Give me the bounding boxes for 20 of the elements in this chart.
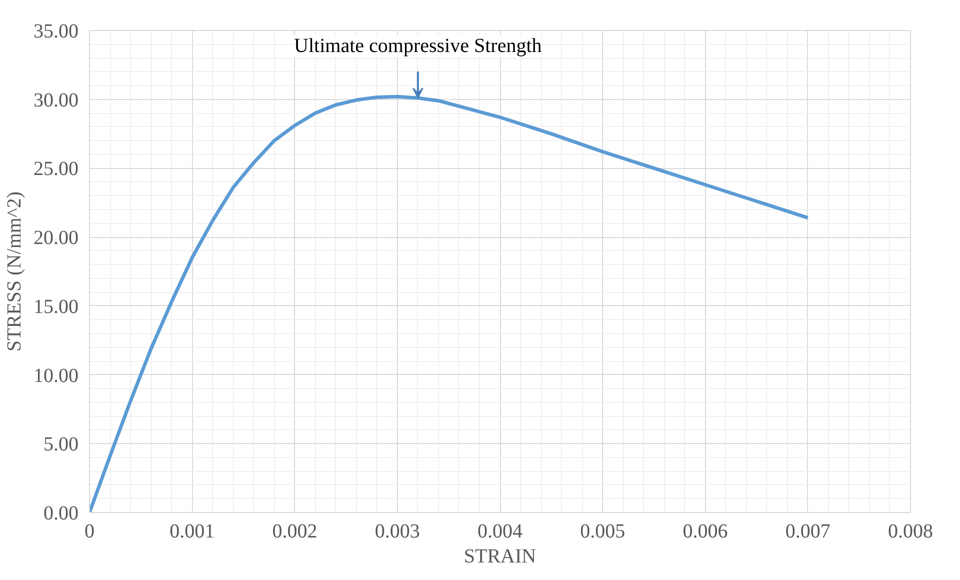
- x-tick-label: 0.008: [888, 520, 933, 542]
- y-tick-label: 20.00: [34, 227, 78, 250]
- x-axis-title: STRAIN: [464, 546, 536, 568]
- y-tick-label: 30.00: [34, 89, 78, 112]
- y-tick-label: 5.00: [44, 434, 78, 456]
- y-tick-label: 15.00: [34, 296, 78, 318]
- y-tick-label: 35.00: [34, 20, 78, 42]
- y-axis-title: STRESS (N/mm^2): [4, 192, 26, 352]
- y-tick-label: 0.00: [44, 502, 78, 524]
- x-tick-label: 0.005: [580, 520, 626, 542]
- x-tick-label: 0.003: [374, 520, 420, 542]
- y-tick-label: 25.00: [34, 158, 78, 180]
- x-tick-label: 0.004: [478, 520, 522, 542]
- x-tick-label: 0.001: [170, 520, 215, 542]
- annotation: Ultimate compressive Strength: [294, 35, 542, 58]
- x-tick-label: 0.007: [785, 520, 830, 542]
- y-tick-label: 10.00: [34, 364, 78, 387]
- x-tick-label: 0.006: [682, 520, 728, 542]
- x-tick-label: 0: [84, 520, 94, 542]
- x-tick-label: 0.002: [272, 520, 318, 542]
